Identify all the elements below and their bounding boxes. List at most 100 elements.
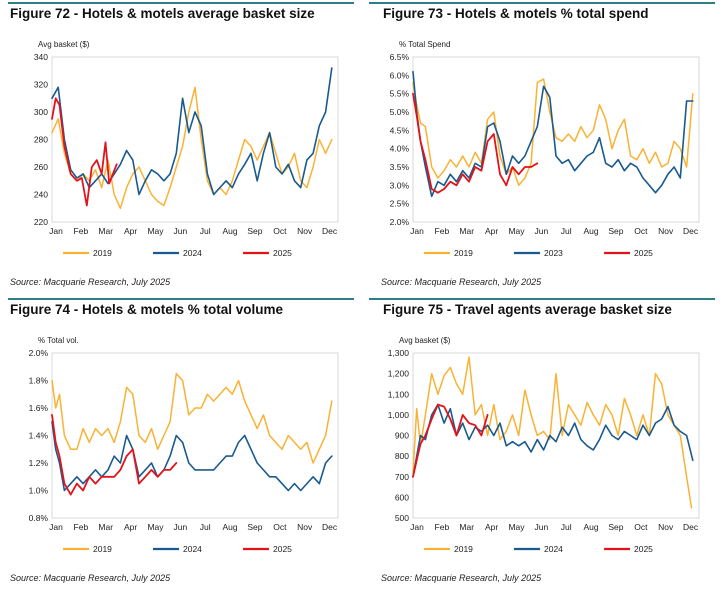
y-tick-label: 1,100 <box>388 389 410 399</box>
y-tick-label: 340 <box>34 52 48 62</box>
chart-title: Figure 74 - Hotels & motels % total volu… <box>10 302 284 317</box>
x-tick-label: Feb <box>74 226 89 236</box>
y-tick-label: 700 <box>395 472 409 482</box>
source-note: Source: Macquarie Research, July 2025 <box>381 277 542 287</box>
series-line-2019 <box>51 86 333 210</box>
y-axis-label: % Total Spend <box>399 40 450 49</box>
y-tick-label: 2.0% <box>29 348 49 358</box>
source-note: Source: Macquarie Research, July 2025 <box>10 277 171 287</box>
y-tick-label: 260 <box>34 162 48 172</box>
y-tick-label: 6.5% <box>390 52 410 62</box>
x-tick-label: Jan <box>49 226 63 236</box>
x-tick-label: Nov <box>297 226 313 236</box>
source-note: Source: Macquarie Research, July 2025 <box>10 573 171 583</box>
series-line-2025 <box>412 403 489 478</box>
legend-label-2019: 2019 <box>454 248 473 258</box>
x-tick-label: Jun <box>173 522 187 532</box>
legend-label-2019: 2019 <box>93 544 112 554</box>
x-tick-label: Apr <box>485 522 498 532</box>
x-tick-label: Aug <box>584 226 599 236</box>
x-tick-label: Sep <box>608 226 623 236</box>
series-line-2024 <box>412 403 694 478</box>
legend-label-2019: 2019 <box>454 544 473 554</box>
x-tick-label: Jan <box>410 226 424 236</box>
y-tick-label: 800 <box>395 451 409 461</box>
x-tick-label: Aug <box>584 522 599 532</box>
x-tick-label: Jul <box>200 522 211 532</box>
chart-figure-75: Avg basket ($) 500 600 700 800 900 1,000 1,100 1… <box>388 336 700 554</box>
source-note: Source: Macquarie Research, July 2025 <box>381 573 542 583</box>
x-tick-label: May <box>508 226 525 236</box>
y-tick-label: 280 <box>34 135 48 145</box>
y-tick-label: 3.5% <box>390 162 410 172</box>
series-line-2025 <box>51 414 178 496</box>
top-rule <box>8 298 354 300</box>
y-tick-label: 900 <box>395 431 409 441</box>
series-line-2023 <box>412 70 694 198</box>
plot-frame <box>412 56 700 223</box>
legend-label-2024: 2024 <box>544 544 563 554</box>
y-tick-label: 1.0% <box>29 486 49 496</box>
x-tick-label: Dec <box>683 522 699 532</box>
x-tick-label: Dec <box>322 226 338 236</box>
chart-figure-74: % Total vol. 0.8% 1.0% 1.2% 1.4% 1.6% 1.8% 2.0%… <box>29 336 339 554</box>
x-tick-label: Oct <box>273 522 287 532</box>
figure-73-panel: Figure 73 - Hotels & motels % total spen… <box>361 0 721 295</box>
x-tick-label: Sep <box>247 226 262 236</box>
top-rule <box>369 298 715 300</box>
chart-title: Figure 73 - Hotels & motels % total spen… <box>383 6 649 21</box>
series-line-2025 <box>412 92 539 194</box>
top-rule <box>8 2 354 4</box>
legend-label-2025: 2025 <box>273 248 292 258</box>
x-tick-label: Mar <box>459 522 474 532</box>
y-tick-label: 1,000 <box>388 410 410 420</box>
legend-label-2025: 2025 <box>634 544 653 554</box>
y-tick-label: 500 <box>395 513 409 523</box>
x-tick-label: Nov <box>297 522 313 532</box>
plot-frame <box>51 56 339 223</box>
x-tick-label: Feb <box>435 226 450 236</box>
y-tick-label: 3.0% <box>390 180 410 190</box>
figure-72-panel: Figure 72 - Hotels & motels average bask… <box>0 0 360 295</box>
series-line-2024 <box>51 67 333 196</box>
y-tick-label: 0.8% <box>29 513 49 523</box>
x-tick-label: Nov <box>658 226 674 236</box>
x-tick-label: Dec <box>322 522 338 532</box>
y-tick-label: 1.4% <box>29 431 49 441</box>
x-tick-label: Oct <box>634 522 648 532</box>
x-tick-label: Apr <box>124 522 137 532</box>
x-tick-label: May <box>147 226 164 236</box>
x-tick-label: Jan <box>49 522 63 532</box>
x-tick-label: Dec <box>683 226 699 236</box>
x-tick-label: Nov <box>658 522 674 532</box>
y-tick-label: 2.5% <box>390 199 410 209</box>
x-tick-label: Oct <box>273 226 287 236</box>
legend-label-2024: 2024 <box>183 544 202 554</box>
series-line-2019 <box>51 372 333 464</box>
legend-label-2025: 2025 <box>273 544 292 554</box>
chart-title: Figure 75 - Travel agents average basket… <box>383 302 672 317</box>
x-tick-label: Mar <box>459 226 474 236</box>
y-tick-label: 5.5% <box>390 89 410 99</box>
chart-figure-72: Avg basket ($) 220 240 260 280 300 320 340 Jan Fe… <box>34 40 339 258</box>
y-tick-label: 5.0% <box>390 107 410 117</box>
x-tick-label: Sep <box>247 522 262 532</box>
legend-label-2019: 2019 <box>93 248 112 258</box>
y-tick-label: 2.0% <box>390 217 410 227</box>
y-tick-label: 1,200 <box>388 369 410 379</box>
y-axis-label: Avg basket ($) <box>399 336 451 345</box>
x-tick-label: May <box>508 522 525 532</box>
series-line-2019 <box>412 356 693 509</box>
y-tick-label: 1.6% <box>29 403 49 413</box>
y-tick-label: 240 <box>34 190 48 200</box>
x-tick-label: Sep <box>608 522 623 532</box>
x-tick-label: Oct <box>634 226 648 236</box>
x-tick-label: Jul <box>561 226 572 236</box>
y-tick-label: 300 <box>34 107 48 117</box>
y-tick-label: 600 <box>395 492 409 502</box>
y-tick-label: 1.8% <box>29 376 49 386</box>
top-rule <box>369 2 715 4</box>
y-tick-label: 6.0% <box>390 70 410 80</box>
x-tick-label: Aug <box>223 226 238 236</box>
chart-figure-73: % Total Spend 2.0% 2.5% 3.0% 3.5% 4.0% 4.5% 5.0… <box>390 40 700 258</box>
